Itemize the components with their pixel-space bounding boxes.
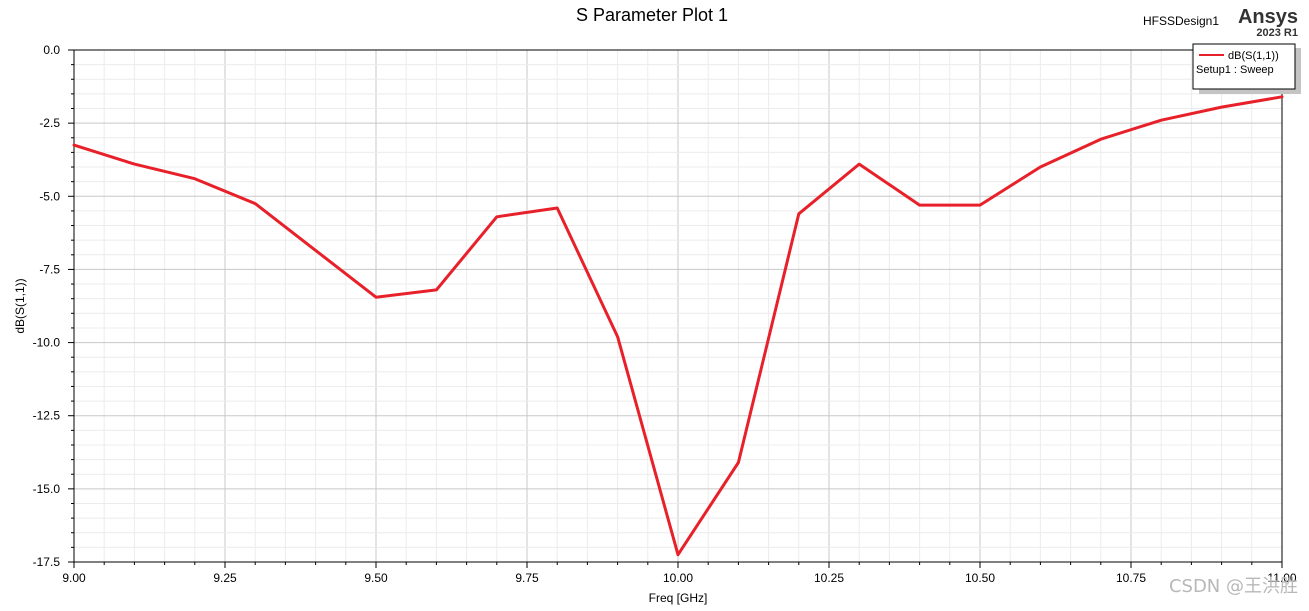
y-tick-label: 0.0 [43,43,60,57]
y-tick-label: -10.0 [33,336,61,350]
axis-ticks: 9.00 9.25 9.50 9.75 10.00 10.25 10.50 10.75 11.0… [33,43,1297,585]
legend-setup: Setup1 : Sweep [1196,64,1274,76]
x-tick-label: 10.50 [965,571,995,585]
y-tick-label: -15.0 [33,482,61,496]
chart-title: S Parameter Plot 1 [576,5,728,25]
x-tick-label: 10.75 [1116,571,1146,585]
y-tick-label: -5.0 [39,189,60,203]
legend-frame [1192,43,1296,90]
x-axis-label: Freq [GHz] [649,591,708,605]
legend-entry: dB(S(1,1)) [1228,50,1279,62]
x-tick-label: 10.25 [814,571,844,585]
y-axis-label: dB(S(1,1)) [13,278,27,333]
brand-logo: Ansys [1238,6,1298,28]
plot-grid [74,50,1282,562]
y-tick-label: -12.5 [33,409,61,423]
y-tick-label: -7.5 [39,262,60,276]
x-tick-label: 9.00 [62,571,86,585]
series-layer [72,95,1284,557]
x-tick-label: 9.50 [364,571,388,585]
legend-box[interactable]: dB(S(1,1)) Setup1 : Sweep [1192,43,1301,94]
x-tick-label: 10.00 [663,571,693,585]
x-tick-label: 9.75 [515,571,539,585]
y-tick-label: -2.5 [39,116,60,130]
release-label: 2023 R1 [1256,27,1298,39]
y-tick-label: -17.5 [33,555,61,569]
watermark: CSDN @王洪胜 [1169,576,1298,597]
x-tick-label: 9.25 [213,571,237,585]
series-line-db-s11[interactable] [72,95,1284,557]
x-tick-label: 11.00 [1267,571,1296,585]
design-name: HFSSDesign1 [1143,14,1219,28]
